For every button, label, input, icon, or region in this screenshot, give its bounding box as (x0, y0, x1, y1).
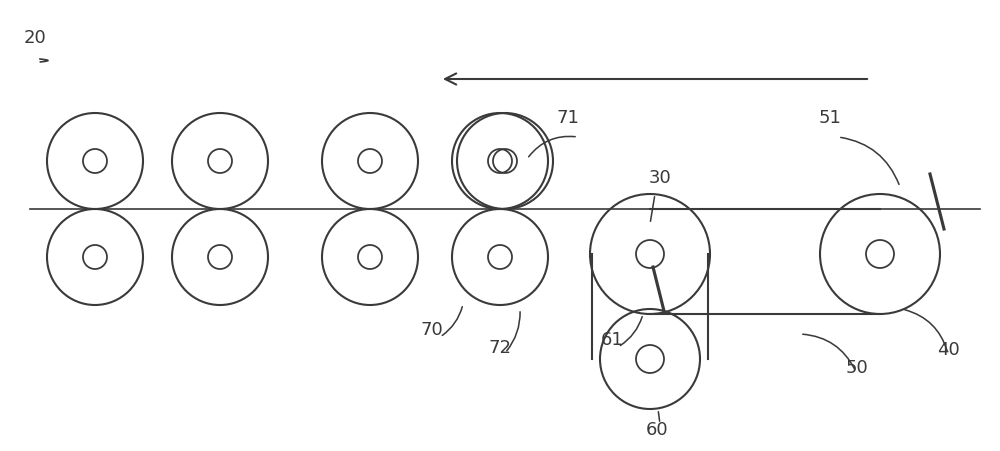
Text: 60: 60 (646, 420, 668, 438)
Text: 40: 40 (937, 340, 959, 358)
Text: 20: 20 (24, 29, 46, 47)
Text: 50: 50 (846, 358, 868, 376)
Text: 51: 51 (819, 109, 841, 127)
Text: 70: 70 (421, 320, 443, 338)
Text: 71: 71 (557, 109, 579, 127)
Text: 61: 61 (601, 330, 623, 348)
Text: 72: 72 (489, 338, 512, 356)
Text: 30: 30 (649, 169, 671, 187)
